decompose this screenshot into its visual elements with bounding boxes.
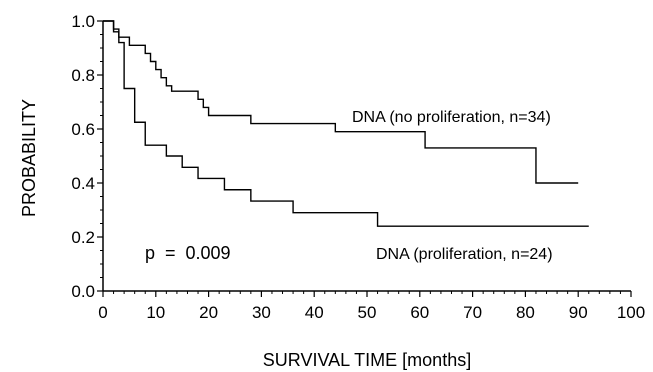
x-tick-label: 10 (146, 303, 165, 322)
series-layer (103, 20, 589, 227)
x-tick-label: 30 (252, 303, 271, 322)
x-tick-label: 0 (98, 303, 107, 322)
y-tick-label: 0.4 (71, 174, 95, 193)
y-axis-title: PROBABILITY (19, 99, 39, 217)
y-tick-label: 0.8 (71, 66, 95, 85)
survival-curve-no-proliferation (103, 20, 579, 184)
series-label-no-proliferation: DNA (no proliferation, n=34) (352, 109, 551, 126)
survival-curve-proliferation (103, 20, 589, 227)
x-tick-label: 50 (358, 303, 377, 322)
x-tick-label: 40 (305, 303, 324, 322)
x-tick-label: 70 (463, 303, 482, 322)
x-tick-label: 20 (199, 303, 218, 322)
x-tick-label: 60 (410, 303, 429, 322)
y-tick-label: 1.0 (71, 12, 95, 31)
y-tick-label: 0.6 (71, 120, 95, 139)
y-tick-label: 0.0 (71, 282, 95, 301)
x-axis-title: SURVIVAL TIME [months] (263, 350, 471, 370)
series-label-proliferation: DNA (proliferation, n=24) (376, 246, 553, 263)
axes: 0 10 20 30 40 50 60 70 80 90 100 0.0 0.2 0.4 0.6 0.8 1.0 (71, 12, 645, 322)
x-tick-label: 100 (617, 303, 645, 322)
y-tick-label: 0.2 (71, 228, 95, 247)
x-tick-label: 90 (569, 303, 588, 322)
p-value-annotation: p = 0.009 (145, 243, 231, 263)
x-tick-label: 80 (516, 303, 535, 322)
